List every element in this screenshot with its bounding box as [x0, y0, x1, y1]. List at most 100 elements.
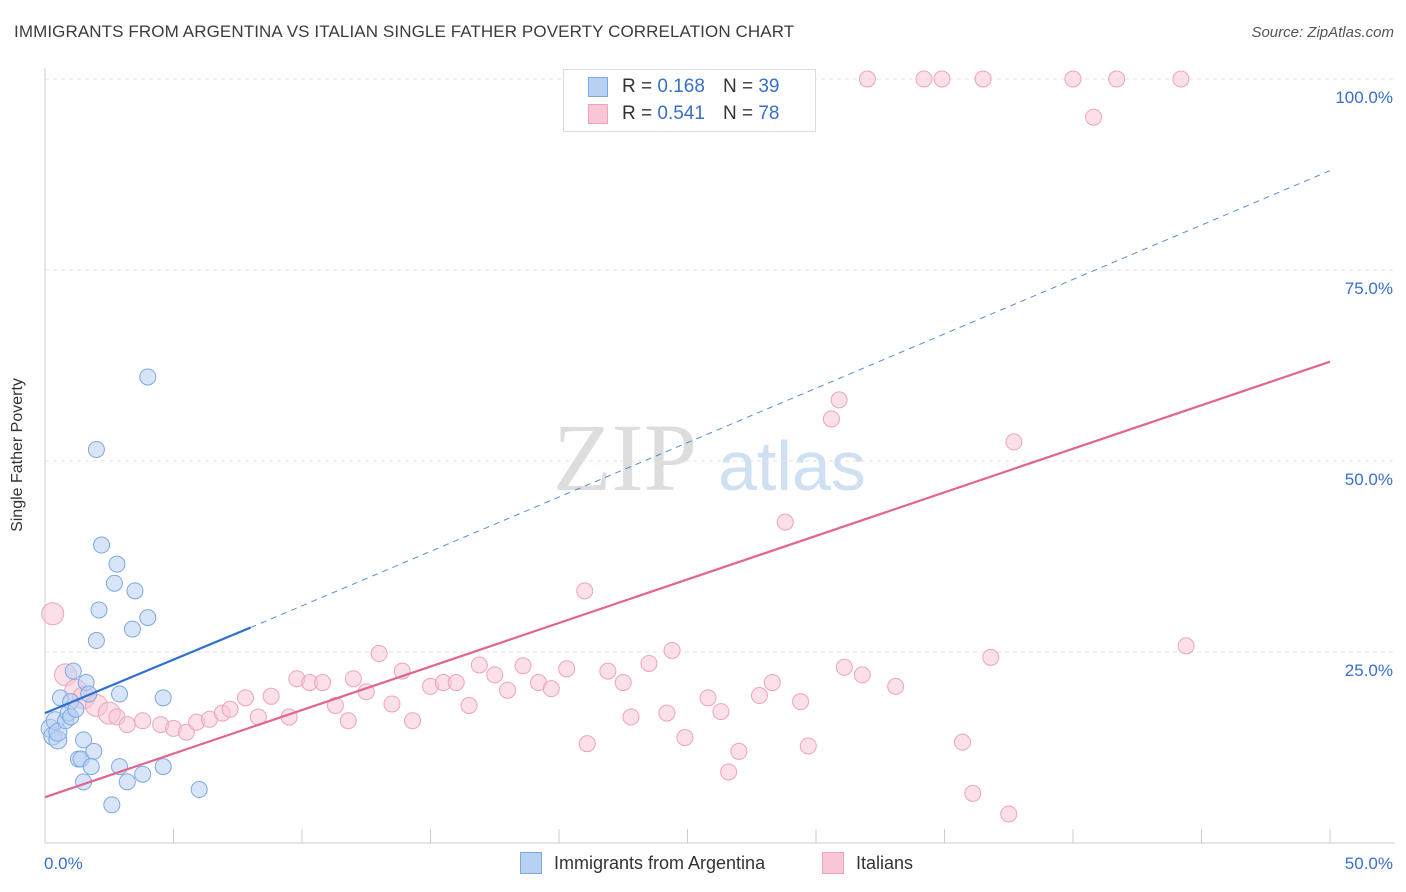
italians-point	[614, 674, 632, 692]
italians-point	[558, 660, 576, 678]
italians-point	[262, 687, 280, 705]
italians-point	[326, 696, 344, 714]
argentina-point	[134, 765, 152, 783]
argentina-point	[118, 773, 136, 791]
italians-point	[792, 693, 810, 711]
argentina-point	[75, 731, 93, 749]
legend-row-italians: R = 0.541 N = 78	[588, 102, 779, 126]
y-tick-label: 75.0%	[1345, 279, 1393, 298]
italians-point	[858, 70, 876, 88]
argentina-point	[90, 601, 108, 619]
italians-point	[576, 582, 594, 600]
argentina-point	[190, 781, 208, 799]
argentina-point	[87, 632, 105, 650]
argentina-point	[123, 620, 141, 638]
italians-point	[663, 641, 681, 659]
legend-row-argentina: R = 0.168 N = 39	[588, 75, 779, 99]
italians-point	[177, 723, 195, 741]
italians-point	[599, 662, 617, 680]
italians-point	[835, 658, 853, 676]
italians-point	[933, 70, 951, 88]
italians-point	[799, 737, 817, 755]
italians-point	[720, 763, 738, 781]
italians-point	[699, 689, 717, 707]
italians-point	[1005, 433, 1023, 451]
argentina-point	[154, 758, 172, 776]
argentina-point	[105, 574, 123, 592]
argentina-point	[108, 555, 126, 573]
legend-swatch-pink	[588, 104, 608, 124]
italians-point	[974, 70, 992, 88]
argentina-point	[154, 689, 172, 707]
italians-point	[1000, 805, 1018, 823]
legend-n-value: 78	[758, 103, 780, 124]
italians-point	[1172, 70, 1190, 88]
italians-point	[730, 742, 748, 760]
source-label: Source: ZipAtlas.com	[1251, 24, 1394, 41]
italians-point	[622, 708, 640, 726]
argentina-point	[111, 685, 129, 703]
italians-point	[344, 670, 362, 688]
legend-n-label: N =	[722, 76, 754, 97]
argentina-point	[126, 582, 144, 600]
argentina-trend-dashed	[250, 170, 1331, 629]
italians-point	[447, 674, 465, 692]
italians-point	[486, 666, 504, 684]
bottom-legend-label: Italians	[856, 852, 914, 873]
y-tick-label: 50.0%	[1345, 470, 1393, 489]
legend-n-value: 39	[758, 76, 780, 97]
italians-point	[658, 704, 676, 722]
italians-point	[339, 712, 357, 730]
italians-point	[830, 391, 848, 409]
legend-r-value: 0.168	[657, 76, 705, 97]
y-axis-label: Single Father Poverty	[9, 378, 26, 532]
argentina-point	[82, 758, 100, 776]
y-tick-label: 100.0%	[1335, 88, 1393, 107]
italians-point	[499, 681, 517, 699]
italians-point	[964, 784, 982, 802]
italians-point	[470, 656, 488, 674]
italians-point	[1064, 70, 1082, 88]
italians-point	[118, 716, 136, 734]
bottom-legend-label: Immigrants from Argentina	[554, 852, 766, 873]
italians-point	[763, 674, 781, 692]
italians-point	[1177, 637, 1195, 655]
italians-point	[887, 677, 905, 695]
legend-r-label: R =	[622, 76, 653, 97]
italians-point	[383, 695, 401, 713]
italians-point	[370, 645, 388, 663]
bottom-legend-swatch-pink	[822, 852, 844, 874]
italians-point	[953, 733, 971, 751]
argentina-point	[87, 441, 105, 459]
italians-point	[1108, 70, 1126, 88]
bottom-legend-argentina: Immigrants from Argentina	[520, 852, 765, 874]
italians-point	[776, 513, 794, 531]
italians-point	[41, 602, 65, 626]
italians-point	[750, 687, 768, 705]
y-tick-label: 25.0%	[1345, 661, 1393, 680]
watermark-zip: ZIP	[553, 404, 697, 511]
italians-point	[542, 680, 560, 698]
italians-point	[982, 648, 1000, 666]
legend-r-label: R =	[622, 103, 653, 124]
italians-point	[236, 689, 254, 707]
italians-point	[640, 654, 658, 672]
italians-point	[1085, 108, 1103, 126]
italians-point	[404, 712, 422, 730]
legend-swatch-blue	[588, 77, 608, 97]
italians-point	[221, 700, 239, 718]
x-tick-label: 50.0%	[1345, 854, 1393, 873]
legend-r-value: 0.541	[657, 103, 705, 124]
italians-point	[676, 729, 694, 747]
argentina-point	[103, 796, 121, 814]
italians-point	[578, 735, 596, 753]
correlation-legend: R = 0.168 N = 39 R = 0.541 N = 78	[563, 69, 816, 132]
bottom-legend-swatch-blue	[520, 852, 542, 874]
argentina-point	[64, 662, 82, 680]
italians-point	[514, 657, 532, 675]
bottom-legend-italians: Italians	[822, 852, 913, 874]
argentina-point	[85, 742, 103, 760]
italians-point	[314, 674, 332, 692]
italians-point	[712, 703, 730, 721]
